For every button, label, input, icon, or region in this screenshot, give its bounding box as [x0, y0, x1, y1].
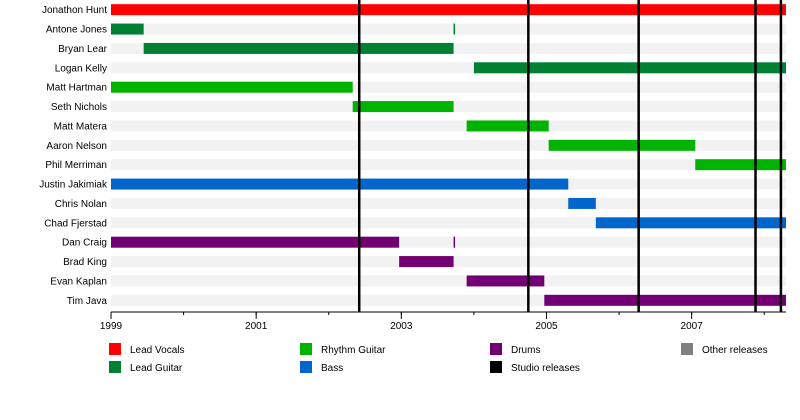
membership-bar [548, 139, 696, 151]
legend-label: Drums [511, 345, 540, 356]
membership-bar [544, 294, 786, 306]
membership-bar [695, 159, 786, 171]
legend-label: Studio releases [511, 363, 580, 374]
x-tick-label: 1999 [100, 321, 123, 332]
x-axis: 1999 2001 2003 2005 2007 [100, 311, 786, 332]
legend-label: Other releases [702, 345, 768, 356]
membership-bar [111, 178, 569, 190]
studio-release-lines [357, 0, 783, 312]
membership-bar [111, 4, 786, 16]
row-stripe [111, 217, 786, 229]
legend-swatch [300, 361, 312, 373]
member-label: Tim Java [67, 296, 108, 307]
membership-bar [595, 217, 786, 229]
member-label: Chris Nolan [55, 199, 107, 210]
membership-bar [111, 81, 353, 93]
legend-swatch [490, 361, 502, 373]
legend-label: Lead Guitar [130, 363, 183, 374]
legend-swatch [300, 343, 312, 355]
membership-bar [473, 62, 786, 74]
member-labels: Jonathon Hunt Antone Jones Bryan Lear Logan… [39, 5, 108, 307]
membership-bar [466, 120, 549, 132]
member-label: Matt Matera [54, 121, 108, 132]
membership-bar [399, 256, 454, 268]
x-tick-label: 2001 [245, 321, 268, 332]
member-label: Dan Craig [62, 238, 107, 249]
membership-bars [111, 4, 786, 306]
member-label: Phil Merriman [45, 160, 107, 171]
legend-label: Rhythm Guitar [321, 345, 386, 356]
member-label: Seth Nichols [51, 102, 107, 113]
member-label: Jonathon Hunt [42, 5, 107, 16]
membership-bar [568, 197, 596, 209]
member-label: Aaron Nelson [46, 141, 107, 152]
legend-swatch [109, 361, 121, 373]
row-stripe [111, 120, 786, 132]
row-stripe [111, 275, 786, 287]
legend-swatch [490, 343, 502, 355]
row-stripe [111, 294, 786, 306]
row-stripe [111, 159, 786, 171]
legend-swatch [681, 343, 693, 355]
membership-bar [352, 101, 454, 113]
legend-swatch [109, 343, 121, 355]
member-label: Justin Jakimiak [39, 180, 108, 191]
legend-label: Lead Vocals [130, 345, 185, 356]
legend-label: Bass [321, 363, 343, 374]
membership-bar [111, 236, 400, 248]
membership-bar [111, 23, 144, 35]
member-label: Brad King [63, 257, 107, 268]
legend: Lead Vocals Lead Guitar Rhythm Guitar Bass D… [109, 343, 768, 374]
member-label: Matt Hartman [46, 83, 107, 94]
membership-bar [453, 23, 456, 35]
member-label: Chad Fjerstad [44, 218, 107, 229]
row-stripe [111, 23, 786, 35]
row-stripe [111, 139, 786, 151]
row-stripe [111, 236, 786, 248]
membership-bar [453, 236, 456, 248]
row-stripe [111, 81, 786, 93]
x-tick-label: 2003 [390, 321, 413, 332]
member-label: Bryan Lear [58, 44, 108, 55]
member-label: Logan Kelly [55, 63, 107, 74]
row-stripe [111, 197, 786, 209]
row-stripe [111, 62, 786, 74]
x-tick-label: 2005 [535, 321, 558, 332]
member-label: Antone Jones [46, 25, 107, 36]
membership-bar [143, 42, 454, 54]
x-tick-label: 2007 [681, 321, 704, 332]
member-label: Evan Kaplan [50, 276, 107, 287]
membership-bar [466, 275, 545, 287]
